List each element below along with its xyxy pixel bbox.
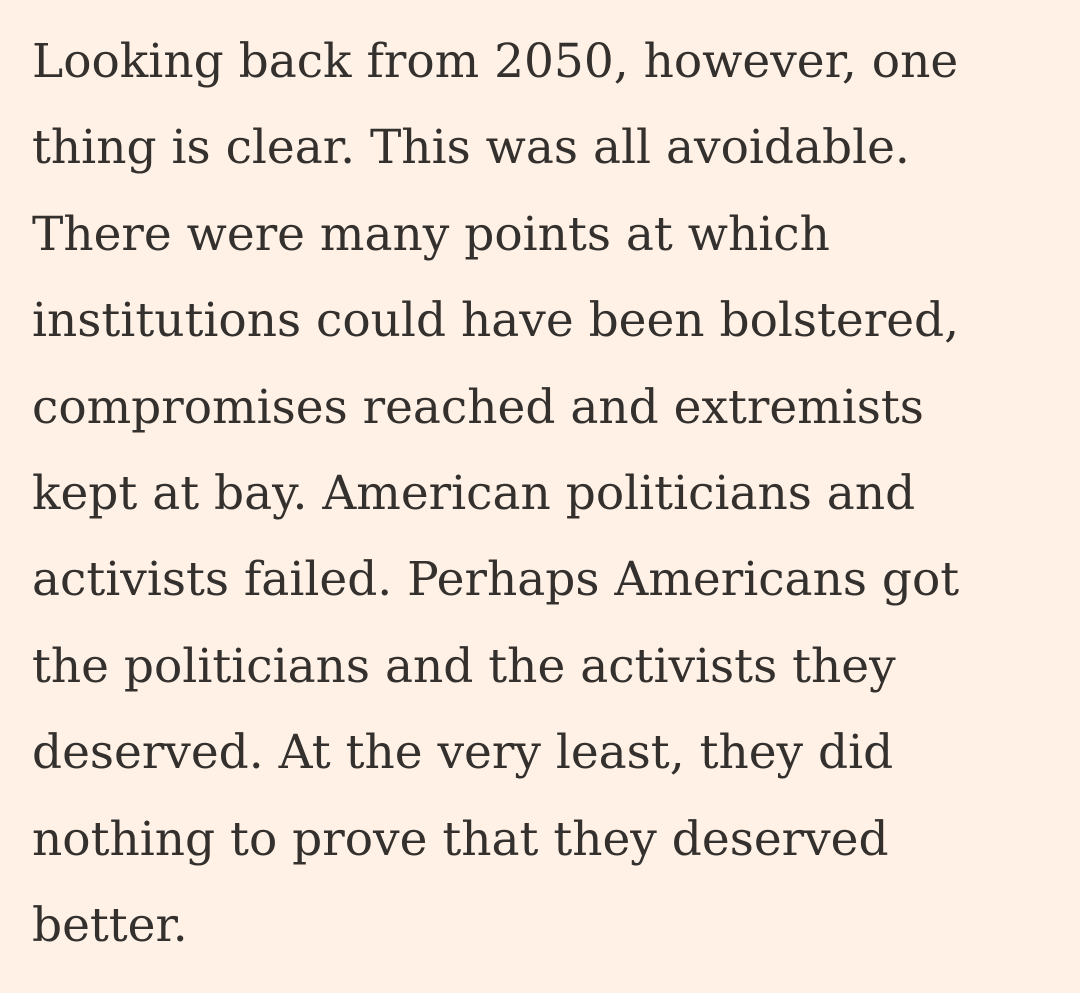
- text-line: compromises reached and extremists: [32, 379, 924, 435]
- text-line: thing is clear. This was all avoidable.: [32, 120, 910, 176]
- text-line: There were many points at which: [32, 206, 830, 262]
- text-line: kept at bay. American politicians and: [32, 465, 916, 521]
- text-line: Looking back from 2050, however, one: [32, 34, 959, 89]
- text-line: nothing to prove that they deserved: [32, 811, 889, 867]
- text-line: institutions could have been bolstered,: [32, 293, 960, 349]
- text-line: activists failed. Perhaps Americans got: [32, 552, 960, 608]
- text-line: deserved. At the very least, they did: [32, 725, 894, 781]
- text-line: the politicians and the activists they: [32, 638, 896, 694]
- text-line: better.: [32, 897, 188, 953]
